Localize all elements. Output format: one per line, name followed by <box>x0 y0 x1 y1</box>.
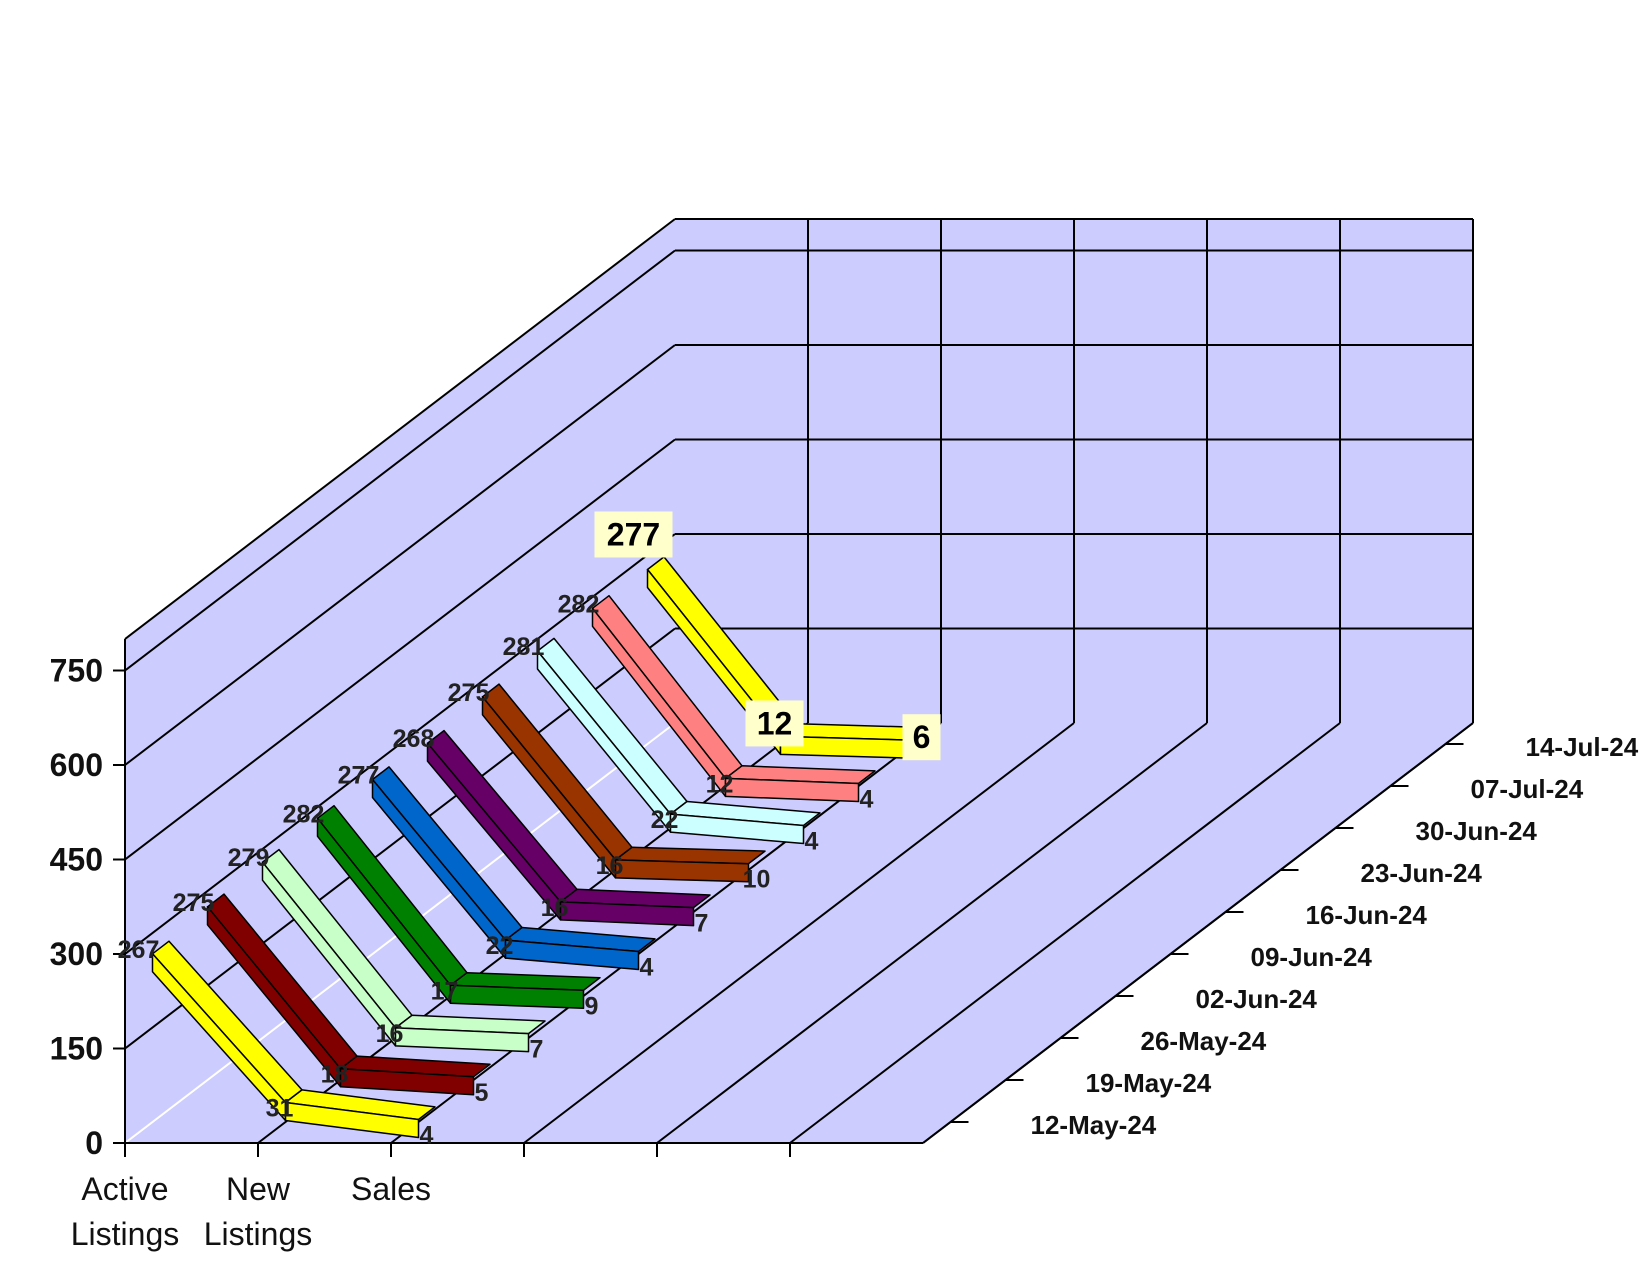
series-ribbon-02-jun-24 <box>316 804 601 1010</box>
value-label: 12 <box>757 705 793 741</box>
date-label-09-jun-24: 09-Jun-24 <box>1251 942 1373 972</box>
category-label-active-listings: Active Listings <box>71 1171 180 1252</box>
date-label-26-may-24: 26-May-24 <box>1141 1026 1267 1056</box>
ribbon-front-face <box>504 939 640 971</box>
floor-gridline <box>523 722 1075 1144</box>
value-label: 277 <box>607 516 660 552</box>
value-label: 277 <box>338 761 380 789</box>
chart-axes <box>113 639 1474 1157</box>
left-wall-gridline <box>124 438 676 861</box>
value-label-box <box>745 700 804 747</box>
series-ribbon-23-jun-24 <box>481 683 766 883</box>
value-label: 4 <box>805 827 819 855</box>
y-tick-label: 750 <box>50 653 103 689</box>
category-label-new-listings: New Listings <box>204 1171 313 1252</box>
date-label-14-jul-24: 14-Jul-24 <box>1526 732 1639 762</box>
chart-labels: 0 150 300 450 600 750 Active Listings New Listing… <box>50 511 1639 1252</box>
value-label: 16 <box>596 852 624 880</box>
value-label: 7 <box>695 910 709 938</box>
chart-gridlines <box>124 218 1474 1144</box>
value-label: 10 <box>743 866 771 894</box>
value-label: 279 <box>228 844 270 872</box>
ribbon-front-face <box>449 984 585 1010</box>
y-tick-label: 450 <box>50 842 103 878</box>
depth-axis-line <box>922 722 1474 1144</box>
value-label: 282 <box>558 590 600 618</box>
value-label: 7 <box>530 1036 544 1064</box>
value-label: 275 <box>173 889 215 917</box>
value-label: 4 <box>640 953 654 981</box>
series-ribbon-30-jun-24 <box>536 637 821 845</box>
y-tick-label: 600 <box>50 747 103 783</box>
value-label: 268 <box>393 725 435 753</box>
date-label-19-may-24: 19-May-24 <box>1086 1068 1212 1098</box>
value-label: 17 <box>431 977 459 1005</box>
ribbon-front-face <box>669 813 805 845</box>
y-tick-label: 150 <box>50 1031 103 1067</box>
date-label-30-jun-24: 30-Jun-24 <box>1416 816 1538 846</box>
date-label-07-jul-24: 07-Jul-24 <box>1471 774 1584 804</box>
value-label: 16 <box>376 1020 404 1048</box>
ribbon-front-face <box>284 1101 420 1139</box>
value-label: 22 <box>486 932 514 960</box>
series-ribbon-07-jul-24 <box>591 594 876 803</box>
left-wall-gridline <box>124 249 676 672</box>
series-ribbon-26-may-24 <box>261 848 546 1053</box>
value-label: 4 <box>860 785 874 813</box>
floor-gridline <box>789 722 1341 1144</box>
value-label: 22 <box>651 806 679 834</box>
chart-series <box>151 556 931 1139</box>
value-label: 267 <box>118 936 160 964</box>
y-tick-label: 300 <box>50 936 103 972</box>
value-label: 16 <box>541 894 569 922</box>
series-ribbon-09-jun-24 <box>371 766 656 971</box>
value-label-box <box>594 511 673 558</box>
date-label-23-jun-24: 23-Jun-24 <box>1361 858 1483 888</box>
value-label: 6 <box>913 719 931 755</box>
date-label-02-jun-24: 02-Jun-24 <box>1196 984 1318 1014</box>
value-label: 12 <box>706 770 734 798</box>
date-label-16-jun-24: 16-Jun-24 <box>1306 900 1428 930</box>
value-label: 5 <box>475 1079 489 1107</box>
value-label: 281 <box>503 633 545 661</box>
date-label-12-may-24: 12-May-24 <box>1031 1110 1157 1140</box>
value-label: 275 <box>448 679 490 707</box>
value-label: 4 <box>420 1121 434 1149</box>
y-tick-label: 0 <box>85 1125 103 1161</box>
ribbon-front-face <box>614 859 750 883</box>
ribbon-front-face <box>339 1067 475 1096</box>
floor-gridline <box>656 722 1208 1144</box>
ribbon-front-face <box>394 1027 530 1053</box>
category-label-sales: Sales <box>351 1171 431 1207</box>
left-wall-gridline <box>124 218 676 640</box>
ribbon-front-face <box>724 777 860 803</box>
value-label: 18 <box>321 1061 349 1089</box>
value-label: 9 <box>585 992 599 1020</box>
series-ribbon-16-jun-24 <box>426 729 711 927</box>
series-ribbon-12-may-24 <box>151 940 436 1139</box>
value-label: 282 <box>283 800 325 828</box>
value-label-box <box>902 714 941 761</box>
left-wall-gridline <box>124 344 676 766</box>
ribbon-front-face <box>559 901 695 927</box>
series-ribbon-19-may-24 <box>206 893 491 1096</box>
value-label: 31 <box>266 1094 294 1122</box>
left-wall-gridline <box>124 533 676 955</box>
